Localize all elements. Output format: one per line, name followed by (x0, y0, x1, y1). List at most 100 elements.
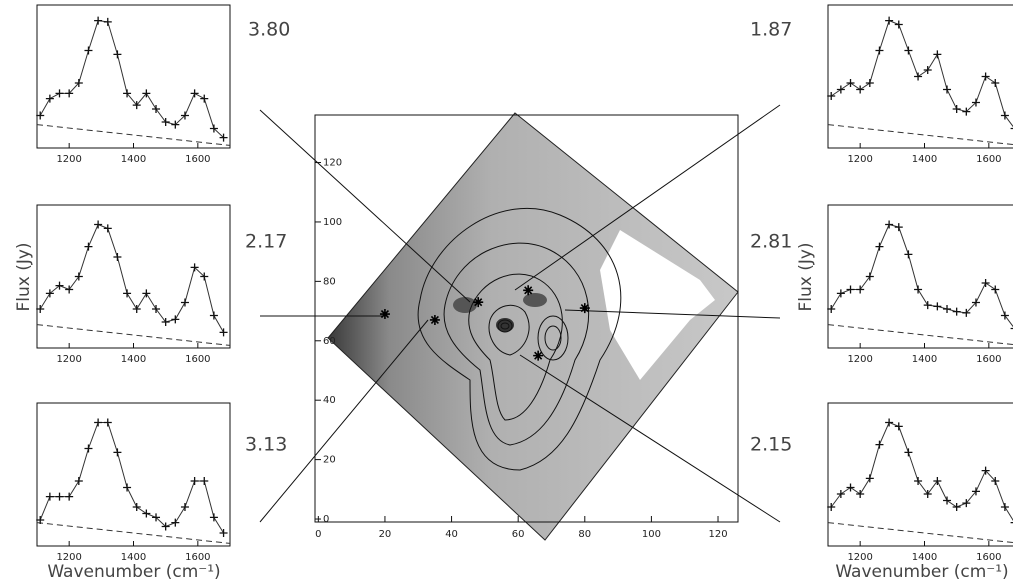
x-tick-label: 1600 (185, 354, 210, 365)
data-point (933, 50, 942, 59)
x-tick-label: 1400 (912, 354, 937, 365)
data-point (132, 101, 141, 110)
data-point (894, 422, 903, 431)
data-point (1010, 521, 1013, 524)
data-point (914, 72, 923, 81)
data-point (152, 105, 161, 113)
x-axis-label: Wavenumber (cm⁻¹) (47, 562, 220, 582)
x-tick-label: 1600 (185, 552, 210, 563)
baseline (36, 124, 231, 146)
data-point (94, 16, 103, 25)
data-point (933, 477, 942, 485)
data-point (65, 285, 74, 294)
data-point (1010, 327, 1013, 330)
data-point (84, 444, 93, 453)
ratio-label: 2.81 (750, 231, 792, 253)
data-point (827, 305, 836, 313)
star-marker (473, 297, 484, 308)
data-point (952, 307, 961, 316)
data-point (123, 289, 132, 298)
data-point (132, 503, 141, 511)
data-point (219, 529, 228, 537)
data-point (971, 298, 980, 307)
fit-line (39, 20, 224, 138)
data-point (904, 448, 913, 457)
data-point (103, 224, 112, 233)
panel-frame (36, 4, 231, 149)
data-point (1000, 111, 1009, 120)
contours (417, 207, 622, 471)
data-point (885, 418, 894, 427)
data-point (971, 98, 980, 107)
data-point (123, 483, 132, 492)
data-point (943, 305, 952, 313)
data-point (190, 477, 199, 485)
data-point (952, 503, 961, 511)
data-point (875, 440, 884, 449)
data-point (55, 281, 64, 290)
data-point (981, 279, 990, 287)
data-point (190, 263, 199, 272)
ratio-label: 2.15 (750, 434, 792, 456)
x-tick-label: 60 (512, 529, 525, 540)
data-point (904, 250, 913, 259)
data-point (846, 79, 855, 87)
fit-line (39, 223, 225, 333)
ratio-label: 2.17 (245, 231, 287, 253)
connector-lines (259, 104, 781, 523)
data-point (36, 111, 45, 120)
data-point (74, 272, 83, 281)
data-point (219, 133, 228, 142)
data-point (952, 105, 961, 113)
y-axis-label: Flux (Jy) (796, 242, 816, 311)
data-point (219, 328, 228, 337)
data-point (209, 311, 218, 320)
data-point (962, 308, 971, 317)
y-tick-label: 40 (323, 395, 336, 406)
data-point (74, 477, 83, 485)
data-point (865, 474, 874, 483)
fit-line (830, 421, 1013, 522)
data-point (45, 289, 54, 298)
data-point (1000, 503, 1009, 511)
data-point (836, 85, 845, 94)
data-point (827, 503, 836, 511)
x-tick-label: 1200 (56, 354, 81, 365)
data-point (103, 17, 112, 26)
baseline (827, 522, 1013, 544)
x-tick-label: 1200 (847, 552, 872, 563)
data-point (180, 111, 189, 120)
x-tick-label: 1400 (121, 154, 146, 165)
data-point (981, 466, 990, 475)
data-point (65, 492, 74, 501)
x-tick-label: 1200 (56, 154, 81, 165)
data-point (65, 89, 74, 98)
data-point (113, 448, 122, 457)
data-point (991, 285, 1000, 294)
data-point (171, 315, 180, 324)
data-point (142, 509, 151, 518)
data-point (1010, 127, 1013, 130)
x-tick-label: 1400 (121, 552, 146, 563)
x-tick-label: 100 (642, 529, 661, 540)
ratio-label: 3.13 (245, 434, 287, 456)
x-tick-label: 1400 (912, 552, 937, 563)
data-point (161, 118, 170, 126)
data-point (981, 72, 990, 81)
data-point (152, 305, 161, 313)
data-point (865, 79, 874, 87)
baseline (827, 124, 1013, 146)
x-tick-label: 80 (578, 529, 591, 540)
data-point (94, 418, 103, 427)
map-image (327, 112, 739, 541)
fit-line (830, 19, 1013, 128)
data-point (36, 516, 45, 524)
data-point (865, 272, 874, 281)
data-point (200, 272, 209, 281)
x-tick-label: 120 (708, 529, 727, 540)
star-marker (379, 309, 390, 320)
data-point (1000, 311, 1009, 320)
x-tick-label: 1400 (912, 154, 937, 165)
data-point (209, 513, 218, 522)
